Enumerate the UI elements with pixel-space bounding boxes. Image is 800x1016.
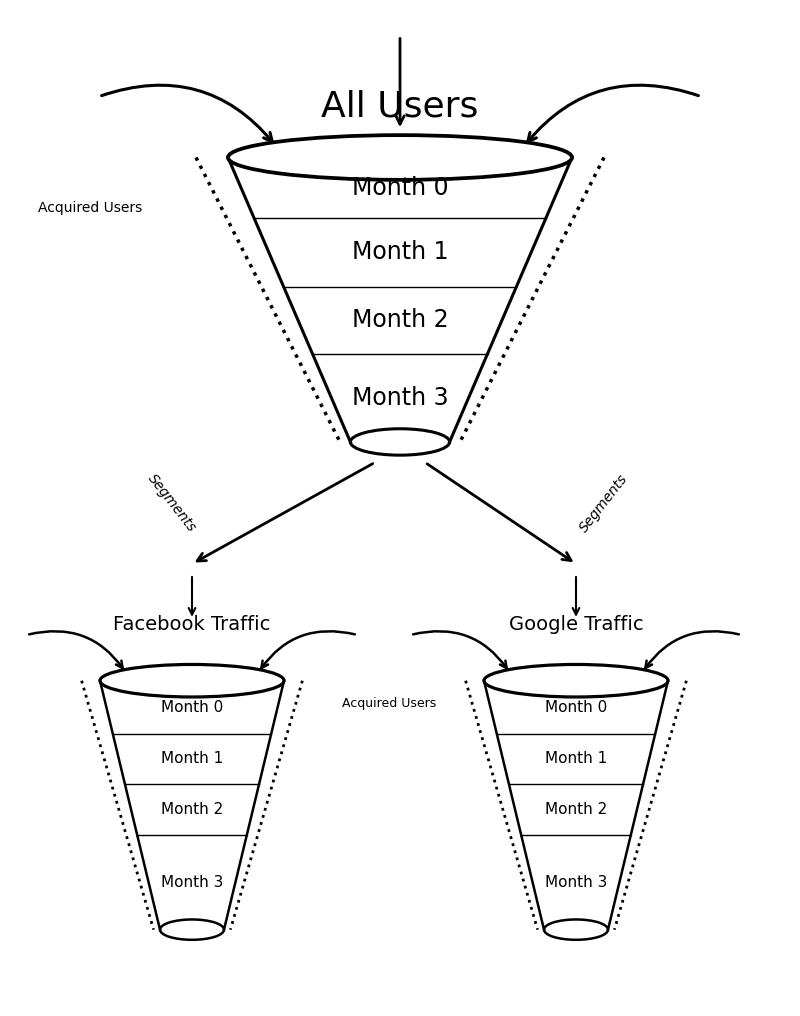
Text: All Users: All Users [322, 89, 478, 124]
Text: Month 0: Month 0 [545, 700, 607, 714]
Text: Month 1: Month 1 [545, 752, 607, 766]
Text: Acquired Users: Acquired Users [38, 201, 142, 215]
Text: Month 3: Month 3 [161, 875, 223, 890]
Text: Month 0: Month 0 [161, 700, 223, 714]
Text: Google Traffic: Google Traffic [509, 616, 643, 634]
Text: Month 3: Month 3 [352, 386, 448, 409]
Text: Month 2: Month 2 [545, 803, 607, 817]
Text: Month 1: Month 1 [161, 752, 223, 766]
Text: Month 2: Month 2 [352, 308, 448, 332]
Text: Month 1: Month 1 [352, 241, 448, 264]
Text: Month 0: Month 0 [352, 176, 448, 200]
Text: Month 2: Month 2 [161, 803, 223, 817]
Text: Segments: Segments [577, 471, 631, 534]
Text: Acquired Users: Acquired Users [342, 697, 436, 709]
Text: Month 3: Month 3 [545, 875, 607, 890]
Text: Facebook Traffic: Facebook Traffic [114, 616, 270, 634]
Text: Segments: Segments [145, 471, 199, 534]
